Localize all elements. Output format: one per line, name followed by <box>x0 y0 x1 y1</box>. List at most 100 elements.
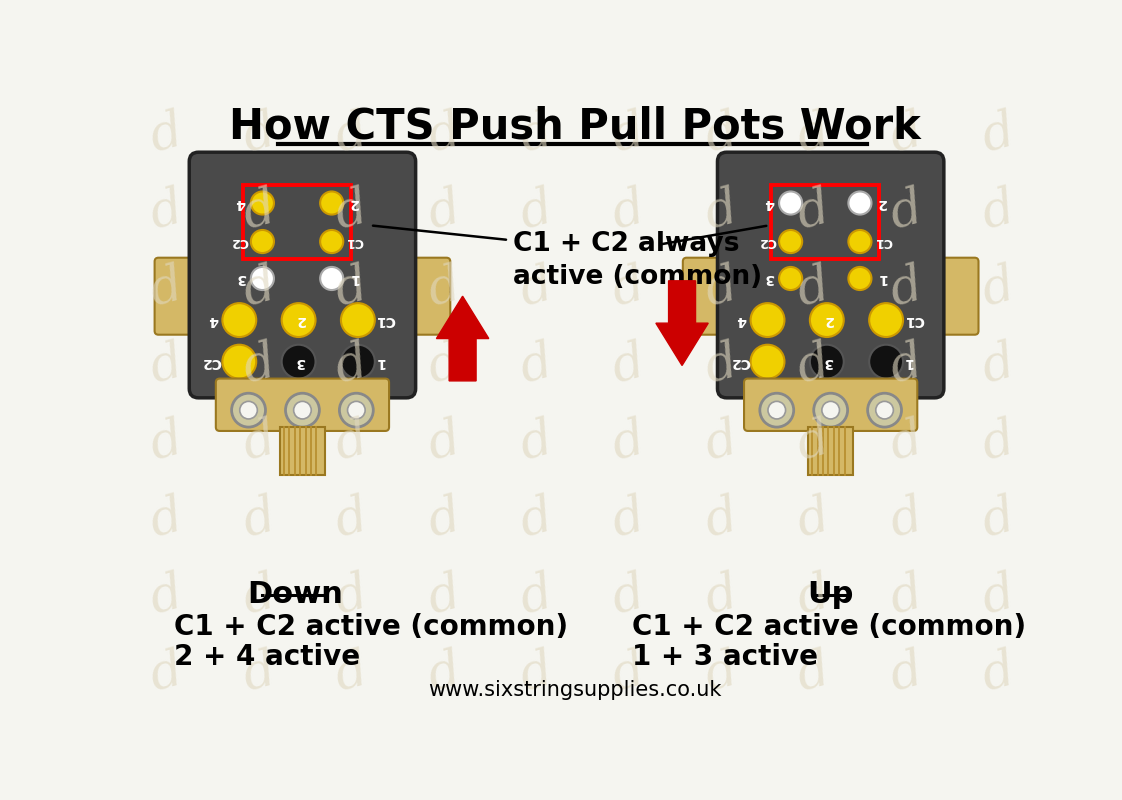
Text: 2: 2 <box>295 313 305 327</box>
Text: d: d <box>883 569 927 625</box>
Text: d: d <box>791 491 835 547</box>
Bar <box>772 186 880 259</box>
Text: www.sixstringsupplies.co.uk: www.sixstringsupplies.co.uk <box>429 681 721 701</box>
Circle shape <box>751 345 784 378</box>
Text: d: d <box>329 106 373 162</box>
Text: d: d <box>145 491 188 547</box>
Text: d: d <box>514 261 558 317</box>
Text: d: d <box>514 414 558 470</box>
Text: d: d <box>699 646 743 702</box>
Text: d: d <box>791 106 835 162</box>
Circle shape <box>285 394 320 427</box>
Text: d: d <box>514 183 558 239</box>
Text: d: d <box>976 646 1020 702</box>
Text: d: d <box>145 569 188 625</box>
Bar <box>243 186 351 259</box>
Circle shape <box>867 394 901 427</box>
Text: d: d <box>237 338 280 394</box>
Text: d: d <box>145 338 188 394</box>
Text: 4: 4 <box>209 313 218 327</box>
Text: Down: Down <box>247 579 342 609</box>
Text: 2 + 4 active: 2 + 4 active <box>174 642 360 670</box>
Text: C1: C1 <box>346 235 364 248</box>
Circle shape <box>779 191 802 214</box>
Text: d: d <box>699 569 743 625</box>
Text: C2: C2 <box>202 354 221 369</box>
Text: 4: 4 <box>764 196 774 210</box>
Text: d: d <box>514 569 558 625</box>
Text: d: d <box>329 569 373 625</box>
Text: d: d <box>514 491 558 547</box>
Circle shape <box>760 394 793 427</box>
Circle shape <box>251 267 274 290</box>
Text: d: d <box>606 414 650 470</box>
Text: d: d <box>237 414 280 470</box>
Text: d: d <box>883 338 927 394</box>
Text: 1: 1 <box>876 271 886 286</box>
Text: C1 + C2 active (common): C1 + C2 active (common) <box>632 614 1027 642</box>
Text: d: d <box>791 646 835 702</box>
Text: d: d <box>606 183 650 239</box>
Text: 1: 1 <box>349 271 358 286</box>
Text: d: d <box>976 491 1020 547</box>
Circle shape <box>341 303 375 337</box>
Text: d: d <box>329 491 373 547</box>
Text: 4: 4 <box>236 196 246 210</box>
Text: d: d <box>329 414 373 470</box>
Text: C1 + C2 always
active (common): C1 + C2 always active (common) <box>513 230 762 290</box>
Circle shape <box>222 303 256 337</box>
Text: d: d <box>791 414 835 470</box>
Text: d: d <box>237 646 280 702</box>
Circle shape <box>339 394 374 427</box>
Text: d: d <box>422 646 466 702</box>
Circle shape <box>876 402 893 419</box>
Text: d: d <box>422 414 466 470</box>
Circle shape <box>848 230 872 253</box>
Text: d: d <box>606 261 650 317</box>
Text: d: d <box>422 183 466 239</box>
Text: d: d <box>422 106 466 162</box>
Text: C1 + C2 active (common): C1 + C2 active (common) <box>174 614 568 642</box>
FancyBboxPatch shape <box>717 152 944 398</box>
Text: d: d <box>145 414 188 470</box>
Text: d: d <box>976 261 1020 317</box>
Circle shape <box>231 394 266 427</box>
Circle shape <box>870 345 903 378</box>
Text: C2: C2 <box>230 235 248 248</box>
Circle shape <box>813 394 847 427</box>
Text: d: d <box>329 183 373 239</box>
Text: d: d <box>145 183 188 239</box>
Text: 1: 1 <box>903 354 912 369</box>
Circle shape <box>810 303 844 337</box>
Text: d: d <box>976 569 1020 625</box>
Circle shape <box>282 303 315 337</box>
Text: 3: 3 <box>764 271 774 286</box>
Text: d: d <box>699 338 743 394</box>
Circle shape <box>320 230 343 253</box>
Circle shape <box>294 402 311 419</box>
Text: 1 + 3 active: 1 + 3 active <box>632 642 818 670</box>
Text: d: d <box>145 646 188 702</box>
Text: C2: C2 <box>729 354 749 369</box>
Text: d: d <box>422 338 466 394</box>
Text: d: d <box>237 491 280 547</box>
Circle shape <box>222 345 256 378</box>
Circle shape <box>821 402 839 419</box>
Circle shape <box>341 345 375 378</box>
Text: d: d <box>329 646 373 702</box>
Text: d: d <box>699 106 743 162</box>
Text: d: d <box>606 569 650 625</box>
Text: d: d <box>422 261 466 317</box>
Circle shape <box>251 191 274 214</box>
Text: 3: 3 <box>236 271 246 286</box>
Text: d: d <box>791 183 835 239</box>
Text: d: d <box>145 106 188 162</box>
Circle shape <box>320 267 343 290</box>
Text: d: d <box>606 491 650 547</box>
Text: How CTS Push Pull Pots Work: How CTS Push Pull Pots Work <box>229 106 921 148</box>
Text: d: d <box>883 261 927 317</box>
Circle shape <box>320 191 343 214</box>
Text: d: d <box>514 106 558 162</box>
Circle shape <box>240 402 257 419</box>
Text: d: d <box>606 338 650 394</box>
